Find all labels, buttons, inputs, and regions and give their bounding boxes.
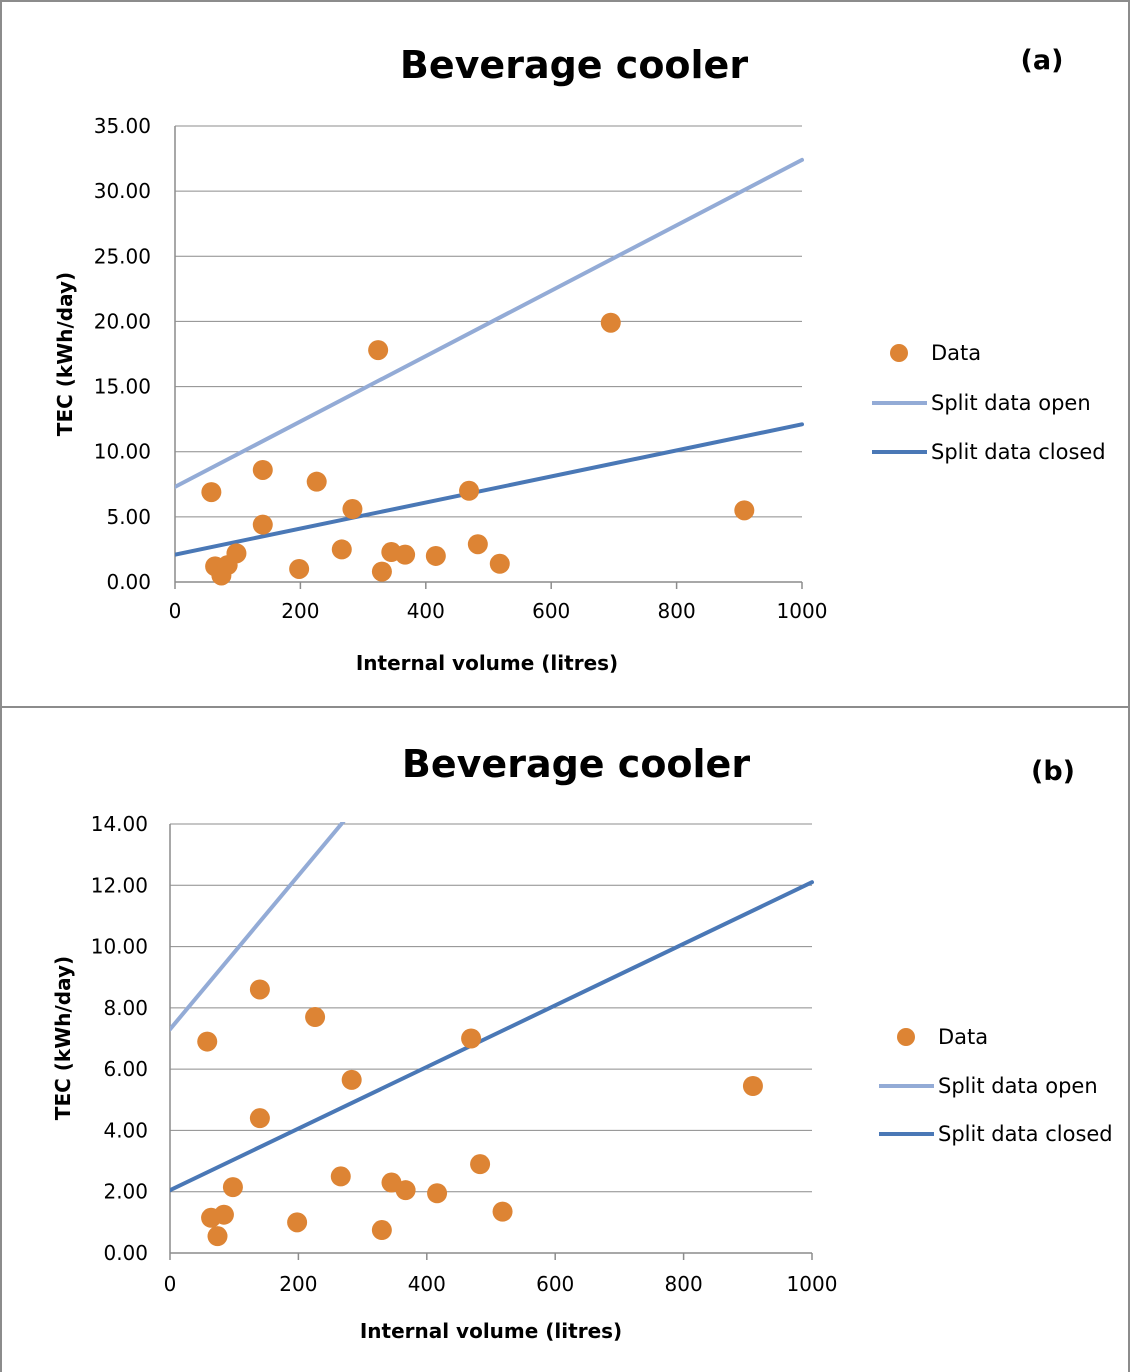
x-tick-label: 200	[281, 599, 319, 623]
data-point	[734, 500, 755, 521]
data-point	[207, 1226, 228, 1247]
series-lines	[175, 157, 804, 557]
data-point	[213, 1204, 234, 1225]
series-line-split-closed	[175, 422, 804, 557]
x-tick-label: 400	[408, 1272, 446, 1296]
chart-panel-a: Beverage cooler (a) Internal volume (lit…	[0, 0, 1130, 708]
data-point	[461, 1028, 482, 1049]
x-tick-label: 200	[279, 1272, 317, 1296]
y-tick-label: 30.00	[94, 179, 151, 203]
data-point	[742, 1075, 763, 1096]
data-point	[371, 561, 392, 582]
data-point	[470, 1154, 491, 1175]
data-point	[492, 1201, 513, 1222]
x-tick-label: 1000	[777, 599, 828, 623]
y-tick-label: 6.00	[103, 1057, 148, 1081]
data-point	[395, 1180, 416, 1201]
legend-label-data: Data	[938, 1025, 988, 1049]
y-tick-label: 25.00	[94, 244, 151, 268]
data-point	[371, 1220, 392, 1241]
y-tick-label: 35.00	[94, 114, 151, 138]
legend-label-split-closed: Split data closed	[938, 1122, 1113, 1146]
y-tick-label: 14.00	[91, 812, 148, 836]
chart-a-svg: Beverage cooler (a) Internal volume (lit…	[53, 43, 1106, 675]
legend-label-data: Data	[931, 341, 981, 365]
data-point	[330, 1166, 351, 1187]
y-tick-label: 2.00	[103, 1180, 148, 1204]
y-tick-label: 0.00	[106, 570, 151, 594]
legend: Data Split data open Split data closed	[879, 1025, 1113, 1146]
data-point	[395, 544, 416, 565]
series-lines	[170, 822, 814, 1193]
x-tick-label: 400	[407, 599, 445, 623]
y-tick-label: 12.00	[91, 873, 148, 897]
series-line-split-open	[170, 822, 346, 1032]
y-tick-label: 20.00	[94, 309, 151, 333]
y-tick-label: 4.00	[103, 1118, 148, 1142]
data-point	[600, 312, 621, 333]
legend: Data Split data open Split data closed	[872, 341, 1106, 464]
data-point	[341, 1069, 362, 1090]
data-point	[226, 543, 247, 564]
chart-b-svg: Beverage cooler (b) Internal volume (lit…	[51, 742, 1113, 1343]
x-tick-label: 1000	[787, 1272, 838, 1296]
legend-marker-data	[890, 344, 908, 362]
x-axis-title: Internal volume (litres)	[360, 1319, 622, 1343]
data-point	[425, 545, 446, 566]
panel-label: (b)	[1031, 756, 1075, 787]
data-point	[489, 553, 510, 574]
y-axis-title: TEC (kWh/day)	[51, 956, 75, 1120]
x-tick-label: 0	[164, 1272, 177, 1296]
x-tick-label: 600	[536, 1272, 574, 1296]
legend-label-split-closed: Split data closed	[931, 440, 1106, 464]
data-point	[467, 534, 488, 555]
plot-area: 0.00 2.00 4.00 6.00 8.00 10.00 12.00 14.00 0 200 4…	[91, 812, 838, 1296]
data-point	[459, 480, 480, 501]
y-tick-label: 15.00	[94, 375, 151, 399]
y-tick-label: 5.00	[106, 505, 151, 529]
data-point	[306, 471, 327, 492]
y-tick-label: 0.00	[103, 1241, 148, 1265]
data-point	[201, 482, 222, 503]
data-point	[252, 514, 273, 535]
y-axis-title: TEC (kWh/day)	[53, 272, 77, 436]
data-point	[368, 340, 389, 361]
chart-title: Beverage cooler	[402, 742, 750, 786]
x-tick-label: 600	[532, 599, 570, 623]
panel-label: (a)	[1021, 45, 1064, 76]
x-tick-label: 0	[169, 599, 182, 623]
data-point	[427, 1183, 448, 1204]
data-point	[331, 539, 352, 560]
plot-area: 0.00 5.00 10.00 15.00 20.00 25.00 30.00 35.00 0 2…	[94, 114, 828, 623]
data-point	[305, 1007, 326, 1028]
data-point	[287, 1212, 308, 1233]
chart-title: Beverage cooler	[400, 43, 748, 87]
data-point	[249, 1108, 270, 1129]
data-point	[197, 1031, 218, 1052]
x-tick-label: 800	[658, 599, 696, 623]
x-tick-label: 800	[665, 1272, 703, 1296]
legend-label-split-open: Split data open	[931, 391, 1091, 415]
legend-label-split-open: Split data open	[938, 1074, 1098, 1098]
legend-marker-data	[897, 1028, 915, 1046]
data-point	[249, 979, 270, 1000]
data-point	[289, 558, 310, 579]
series-line-split-closed	[170, 880, 814, 1193]
data-point	[252, 459, 273, 480]
data-point	[342, 499, 363, 520]
y-tick-label: 8.00	[103, 996, 148, 1020]
chart-panel-b: Beverage cooler (b) Internal volume (lit…	[0, 708, 1130, 1372]
y-tick-label: 10.00	[91, 935, 148, 959]
data-point	[222, 1177, 243, 1198]
x-axis-title: Internal volume (litres)	[356, 651, 618, 675]
y-tick-label: 10.00	[94, 440, 151, 464]
series-line-split-open	[175, 157, 804, 489]
